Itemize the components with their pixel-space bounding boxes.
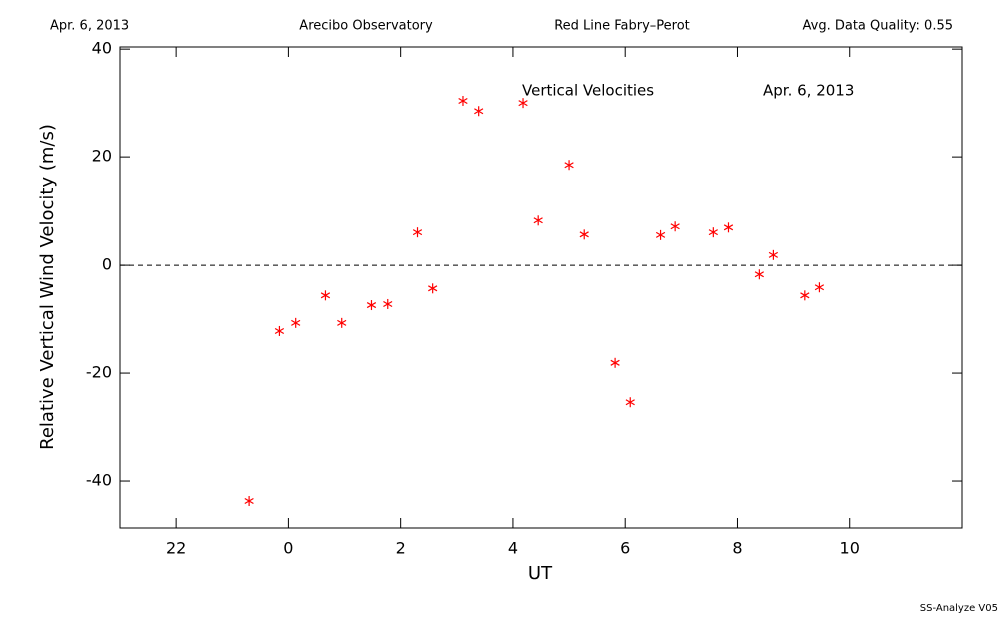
point [383,298,393,309]
point [366,300,377,311]
asterisk-stroke [564,162,574,169]
point [579,229,589,240]
asterisk-stroke [244,497,254,505]
asterisk-stroke [337,319,347,326]
point [291,317,301,328]
point [458,95,468,106]
asterisk-stroke [655,231,666,238]
y-tick-label: 40 [92,39,112,58]
point [754,269,764,280]
y-axis-label: Relative Vertical Wind Velocity (m/s) [37,124,58,450]
x-tick-label: 2 [396,539,406,558]
point [655,229,666,240]
asterisk-stroke [625,399,635,406]
x-tick-label: 8 [732,539,742,558]
asterisk-stroke [518,100,528,107]
point [518,98,528,109]
asterisk-stroke [610,359,620,366]
x-axis-label: UT [528,563,553,584]
x-tick-label: 4 [508,539,518,558]
y-tick-label: 20 [92,147,112,166]
asterisk-stroke [428,285,438,292]
point [244,496,254,507]
point [708,227,718,238]
point [533,215,543,226]
asterisk-stroke [814,284,825,291]
point [564,160,574,171]
plot-frame [119,46,963,529]
x-tick-label: 22 [166,539,186,558]
point [412,227,423,238]
asterisk-stroke [412,229,423,236]
asterisk-stroke [754,271,764,278]
asterisk-stroke [533,217,543,224]
footer: SS-Analyze V05 [920,603,998,614]
point [320,290,331,301]
x-tick-label: 6 [620,539,630,558]
annotation: Apr. 6, 2013 [763,82,854,100]
x-tick-label: 10 [840,539,860,558]
asterisk-stroke [366,302,377,309]
header-date: Apr. 6, 2013 [50,19,129,34]
point [723,222,734,233]
asterisk-stroke [291,319,301,326]
point [610,357,620,368]
point [274,325,285,336]
header-site: Arecibo Observatory [299,19,433,34]
asterisk-stroke [383,300,393,307]
y-tick-label: 0 [102,255,112,274]
asterisk-stroke [800,292,810,299]
y-tick-label: -40 [86,471,112,490]
asterisk-stroke [723,224,734,231]
header-instrument: Red Line Fabry–Perot [554,19,690,34]
asterisk-stroke [579,231,589,238]
asterisk-stroke [320,292,331,299]
header-quality: Avg. Data Quality: 0.55 [803,19,953,34]
y-tick-label: -20 [86,363,112,382]
point [625,397,635,408]
point [670,221,680,232]
point [814,282,825,293]
point [337,317,347,328]
asterisk-stroke [458,97,468,105]
annotation: Vertical Velocities [522,82,654,100]
point [768,249,779,260]
asterisk-stroke [274,327,285,334]
asterisk-stroke [474,108,484,115]
point [428,283,438,294]
point [474,106,484,117]
asterisk-stroke [708,229,718,236]
x-tick-label: 0 [283,539,293,558]
asterisk-stroke [670,223,680,230]
asterisk-stroke [768,251,779,258]
point [800,290,810,301]
